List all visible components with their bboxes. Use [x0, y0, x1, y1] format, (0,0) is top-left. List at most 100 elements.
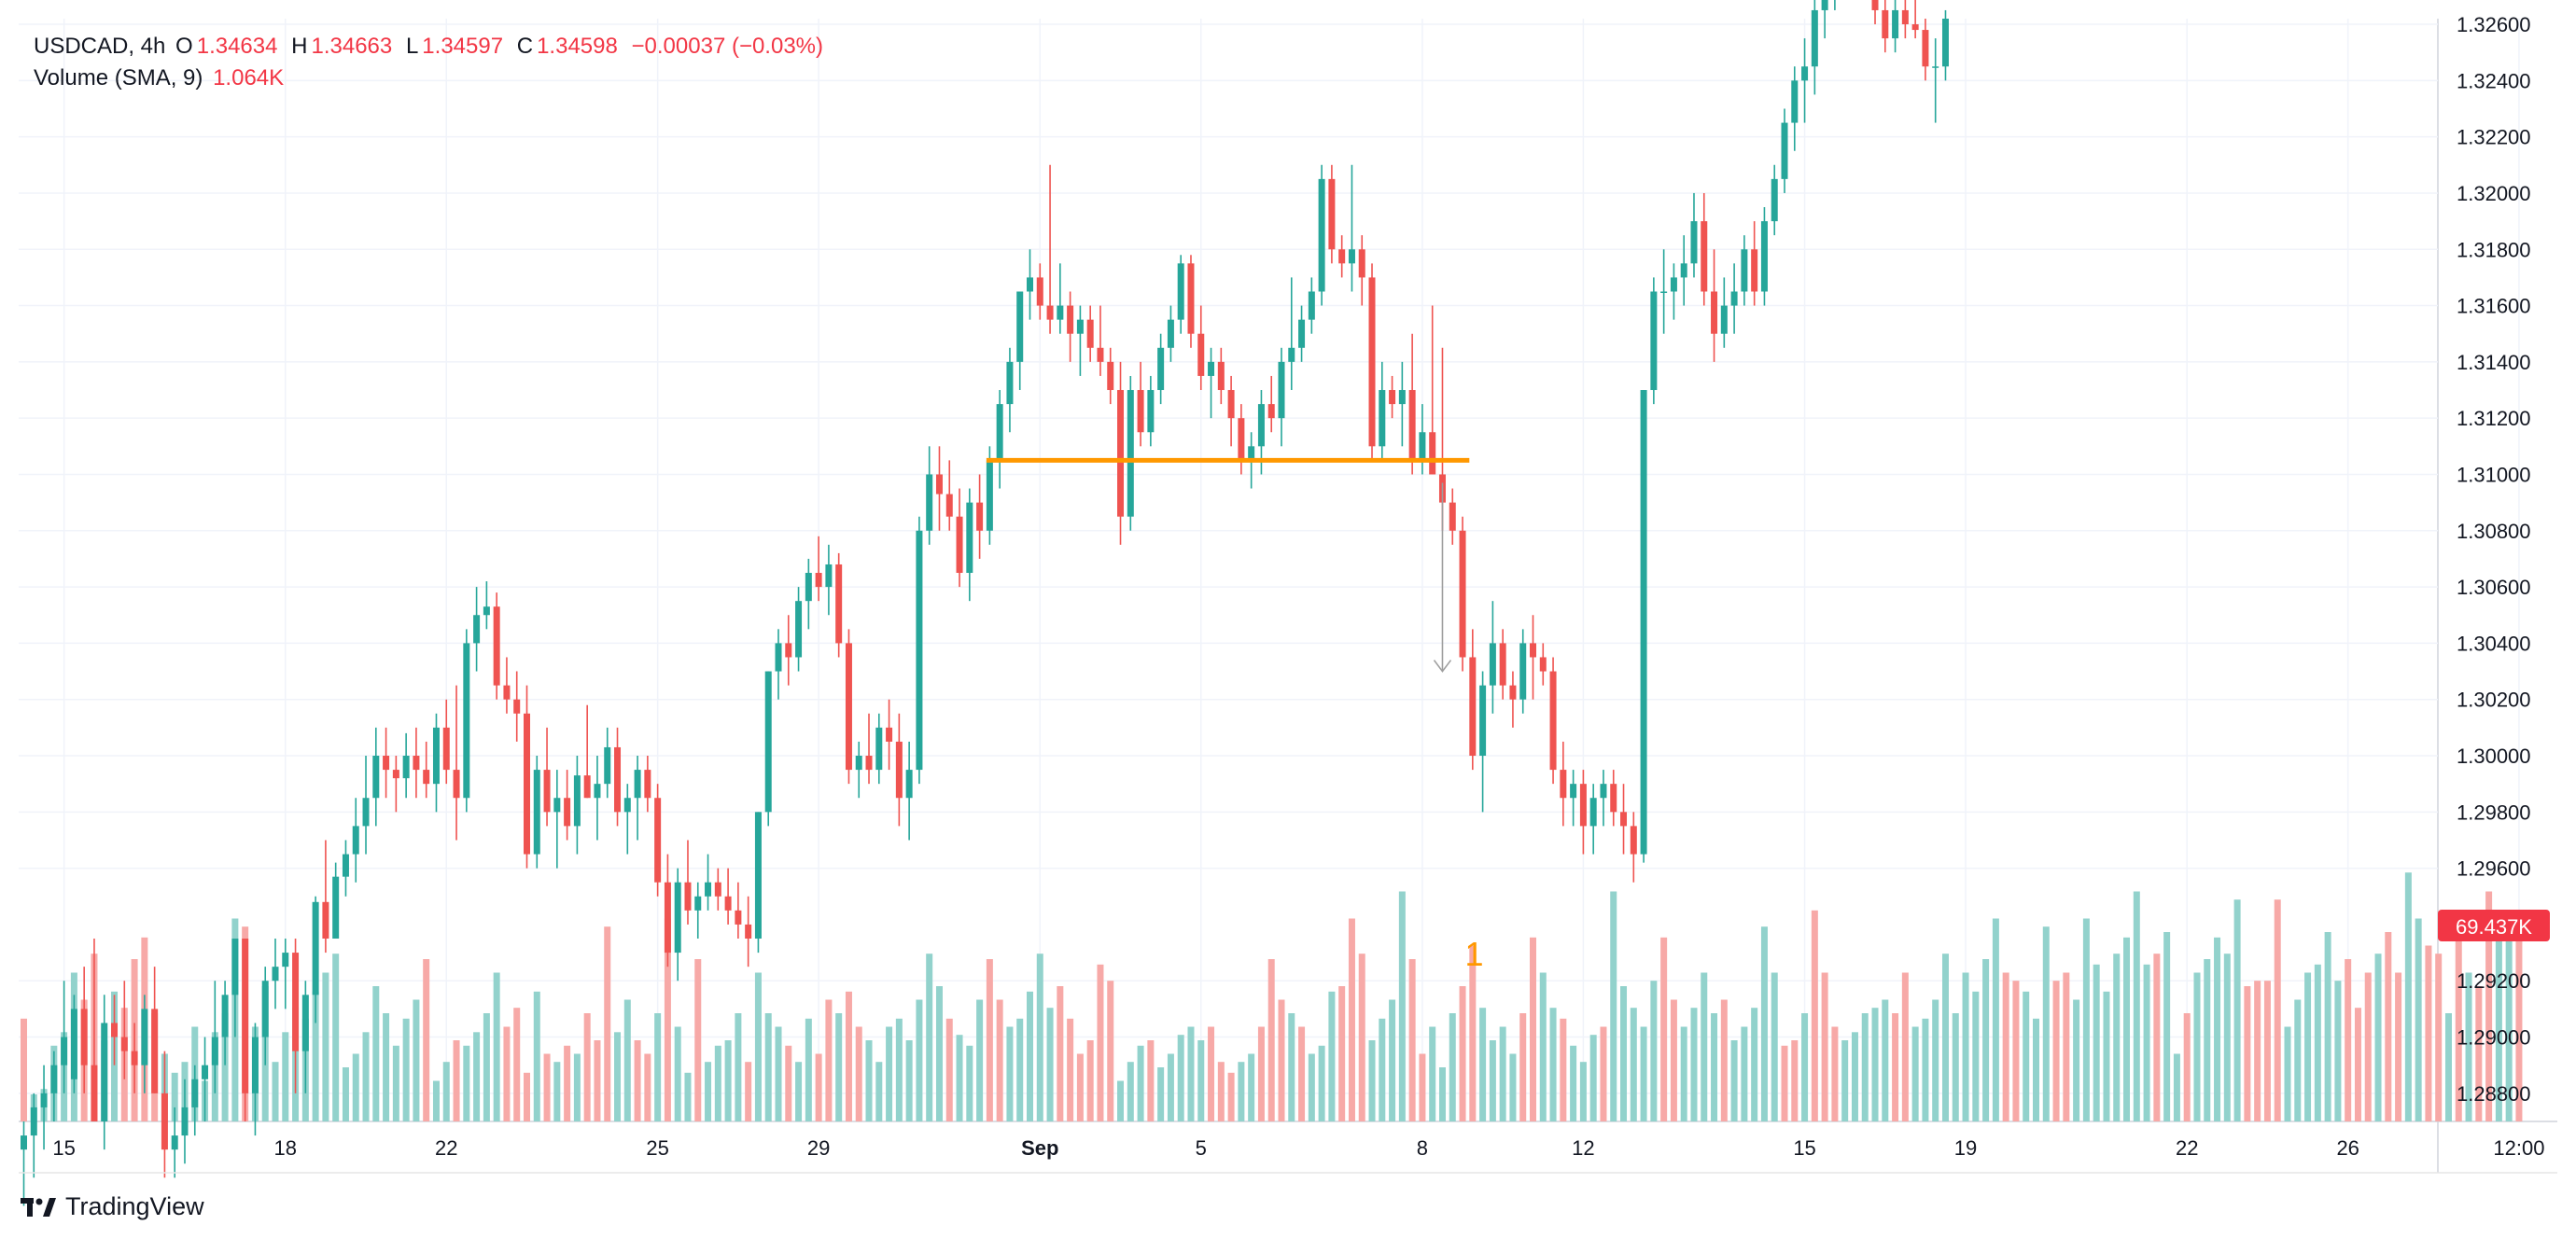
volume-bar	[1941, 954, 1949, 1121]
volume-bar	[2123, 937, 2131, 1121]
volume-bar	[1016, 1018, 1024, 1121]
volume-bar	[895, 1018, 903, 1121]
volume-bar	[1760, 926, 1768, 1121]
candle-body	[292, 953, 300, 1051]
volume-bar	[1701, 972, 1708, 1121]
time-tick-label: 19	[1954, 1136, 1977, 1160]
volume-bar	[322, 972, 329, 1121]
volume-bar	[674, 1026, 681, 1121]
volume-bar	[1539, 972, 1547, 1121]
candle-body	[1620, 812, 1628, 827]
volume-bar	[1257, 1026, 1265, 1121]
volume-bar	[1901, 972, 1909, 1121]
candle-body	[402, 756, 410, 779]
volume-bar	[1046, 1008, 1054, 1121]
candle-body	[694, 896, 702, 911]
price-axis[interactable]: 1.32600 1.32400 1.32200 1.32000 1.31800 1.316…	[2438, 13, 2550, 1106]
volume-bar	[2425, 945, 2432, 1121]
candle-body	[423, 770, 430, 785]
candle-body	[1680, 263, 1687, 278]
candle-body	[865, 756, 873, 771]
price-tick-label: 1.30200	[2457, 689, 2531, 712]
volume-bar	[1791, 1040, 1799, 1121]
volume-bar	[1358, 954, 1365, 1121]
candle-body	[714, 882, 721, 897]
volume-bar	[1962, 972, 1969, 1121]
candle-body	[1328, 178, 1336, 250]
volume-bar	[1751, 1008, 1758, 1121]
volume-bar	[1882, 999, 1889, 1121]
candle-body	[986, 460, 993, 531]
candle-body	[282, 953, 289, 968]
candle-body	[1408, 390, 1416, 461]
candle-body	[895, 741, 903, 799]
candle-body	[1720, 305, 1728, 334]
volume-bar	[2093, 964, 2100, 1121]
volume-bar	[1811, 910, 1818, 1121]
volume-bar	[533, 991, 540, 1121]
volume-bar	[1579, 1062, 1587, 1121]
volume-bar	[1519, 1013, 1527, 1121]
volume-bar	[855, 1026, 862, 1121]
candle-body	[855, 756, 862, 771]
volume-bar	[926, 954, 933, 1121]
volume-bar	[1127, 1062, 1134, 1121]
candle-body	[875, 727, 883, 771]
volume-bar	[1831, 1026, 1839, 1121]
volume-bar	[413, 999, 420, 1121]
candle-body	[1459, 530, 1466, 658]
volume-bar	[2233, 899, 2241, 1121]
candle-body	[674, 882, 681, 954]
volume-bar	[1076, 1053, 1084, 1121]
volume-bar	[2254, 981, 2261, 1121]
volume-bar	[754, 972, 762, 1121]
candle-body	[30, 1107, 37, 1136]
volume-bar	[1459, 986, 1466, 1121]
volume-bar	[2324, 932, 2331, 1121]
candle-body	[1016, 291, 1024, 362]
volume-bar	[594, 1040, 601, 1121]
candle-body	[966, 502, 973, 574]
symbol-label[interactable]: USDCAD, 4h	[34, 34, 166, 59]
candle-body	[775, 643, 782, 672]
candle-body	[815, 573, 822, 588]
candle-body	[1811, 9, 1818, 67]
volume-bar	[1560, 1018, 1567, 1121]
volume-bar	[2495, 937, 2502, 1121]
volume-bar	[352, 1053, 359, 1121]
volume-label[interactable]: Volume (SMA, 9)	[34, 65, 203, 90]
candle-body	[483, 606, 490, 616]
candle-body	[362, 798, 370, 827]
volume-bar	[1429, 1026, 1436, 1121]
volume-bar	[2183, 1013, 2191, 1121]
volume-bar	[2153, 954, 2161, 1121]
price-tick-label: 1.30000	[2457, 745, 2531, 768]
volume-bar	[2042, 926, 2050, 1121]
candle-body	[1600, 784, 1607, 799]
volume-bar	[402, 1018, 410, 1121]
time-axis[interactable]: 15 18 22 25 29 Sep 5 8 12 15 19 22 26 12:00	[52, 1136, 2544, 1160]
candle-body	[1791, 80, 1799, 123]
candle-body	[1922, 30, 1929, 67]
volume-bar	[1530, 937, 1536, 1121]
volume-bar	[1972, 991, 1980, 1121]
candle-body	[705, 882, 712, 897]
candle-body	[1398, 390, 1406, 405]
volume-bar	[1278, 999, 1285, 1121]
volume-bar	[805, 1018, 812, 1121]
tradingview-brand[interactable]: TradingView	[21, 1192, 204, 1221]
volume-bar	[2023, 991, 2030, 1121]
candle-body	[1560, 770, 1567, 799]
price-tick-label: 1.30400	[2457, 632, 2531, 655]
volume-bar	[1952, 1013, 1959, 1121]
candle-body	[1248, 446, 1255, 461]
volume-bar	[775, 1026, 782, 1121]
candle-body	[825, 564, 833, 588]
candle-body	[1278, 361, 1285, 419]
candle-body	[1449, 502, 1456, 531]
candle-body	[1549, 671, 1557, 771]
candle-body	[1167, 319, 1174, 348]
candle-body	[583, 775, 591, 799]
